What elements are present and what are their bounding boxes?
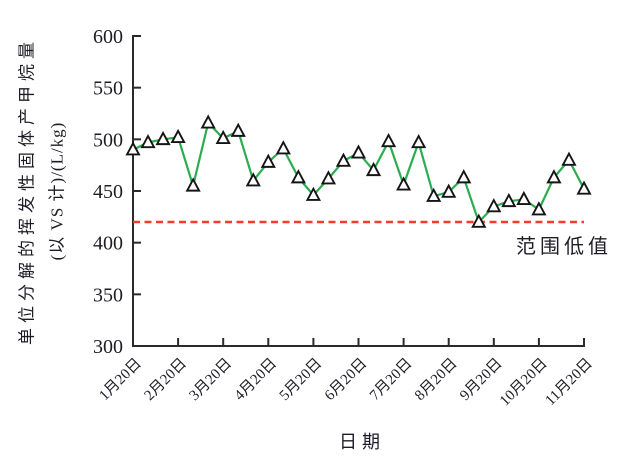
- data-point-marker: [380, 132, 397, 148]
- x-tick-label: 10月20日: [497, 356, 551, 410]
- x-tick-label: 11月20日: [542, 356, 595, 409]
- y-tick-label: 350: [93, 284, 123, 306]
- series-line: [132, 121, 585, 224]
- y-tick-label: 550: [93, 78, 123, 100]
- data-point-marker: [486, 198, 502, 213]
- x-tick-label: 6月20日: [322, 356, 370, 404]
- plot-area: 300 350 400 450 500 550 600 1月20日2月20日3月20日4月20…: [93, 26, 596, 409]
- data-point-marker: [350, 144, 367, 159]
- data-point-marker: [320, 170, 337, 185]
- data-point-marker: [501, 192, 517, 208]
- data-point-marker: [230, 122, 246, 137]
- data-point-marker: [396, 176, 412, 191]
- data-point-marker: [576, 180, 592, 195]
- data-point-marker: [531, 201, 547, 216]
- data-point-marker: [245, 172, 261, 187]
- x-tick-label: 5月20日: [277, 356, 325, 404]
- x-tick-label: 3月20日: [187, 356, 235, 404]
- x-tick-label: 2月20日: [141, 356, 189, 404]
- x-tick-label: 4月20日: [232, 356, 280, 404]
- data-point-marker: [170, 128, 186, 144]
- data-point-marker: [456, 169, 472, 184]
- x-tick-label: 1月20日: [96, 356, 144, 404]
- y-tick-label: 450: [93, 181, 123, 203]
- y-axis-label-line1: 单位分解的挥发性固体产甲烷量: [18, 37, 37, 345]
- data-point-marker: [305, 186, 321, 201]
- data-point-marker: [260, 153, 276, 168]
- data-point-marker: [200, 114, 216, 129]
- x-tick-label: 7月20日: [367, 356, 415, 404]
- data-point-marker: [215, 129, 231, 145]
- data-point-marker: [561, 151, 577, 166]
- y-tick-label: 400: [93, 233, 123, 255]
- data-point-marker: [290, 169, 306, 184]
- threshold-label: 范围低值: [516, 235, 612, 258]
- x-axis-title: 日期: [339, 432, 385, 452]
- data-point-marker: [426, 187, 442, 202]
- data-point-marker: [185, 177, 201, 192]
- y-tick-label: 300: [93, 336, 123, 358]
- data-point-marker: [411, 134, 427, 149]
- data-point-marker: [441, 183, 457, 198]
- y-tick-label: 600: [93, 26, 123, 48]
- data-point-marker: [125, 141, 141, 156]
- data-point-marker: [546, 169, 562, 184]
- x-tick-label: 8月20日: [412, 356, 460, 404]
- data-point-marker: [335, 152, 352, 167]
- data-point-marker: [471, 213, 487, 228]
- data-point-marker: [365, 161, 382, 177]
- data-point-marker: [155, 130, 171, 146]
- y-tick-label: 500: [93, 129, 123, 151]
- data-point-marker: [140, 134, 156, 149]
- y-axis-label-line2: (以 VS 计)/(L/kg): [48, 122, 67, 261]
- data-point-marker: [275, 140, 291, 155]
- data-point-marker: [516, 190, 532, 206]
